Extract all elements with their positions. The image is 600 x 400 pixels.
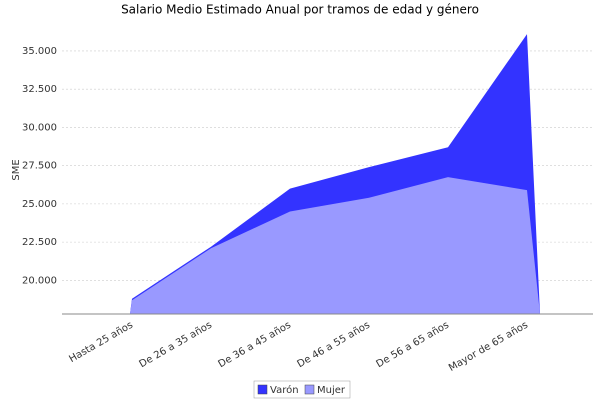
area	[130, 177, 540, 314]
chart-title: Salario Medio Estimado Anual por tramos …	[121, 3, 479, 17]
legend-label: Varón	[270, 384, 299, 396]
y-tick-label: 32.500	[22, 84, 57, 95]
y-tick-label: 30.000	[22, 122, 57, 133]
legend-border	[253, 380, 351, 399]
legend-label: Mujer	[317, 385, 346, 396]
legend-swatch	[257, 384, 268, 395]
y-tick-label: 27.500	[22, 161, 57, 172]
y-axis-label: SME	[11, 159, 22, 180]
y-tick-label: 20.000	[22, 275, 57, 286]
y-tick-label: 22.500	[22, 237, 57, 248]
y-tick-label: 35.000	[22, 46, 57, 57]
y-tick-label: 25.000	[22, 199, 57, 210]
legend-swatch	[304, 384, 315, 395]
